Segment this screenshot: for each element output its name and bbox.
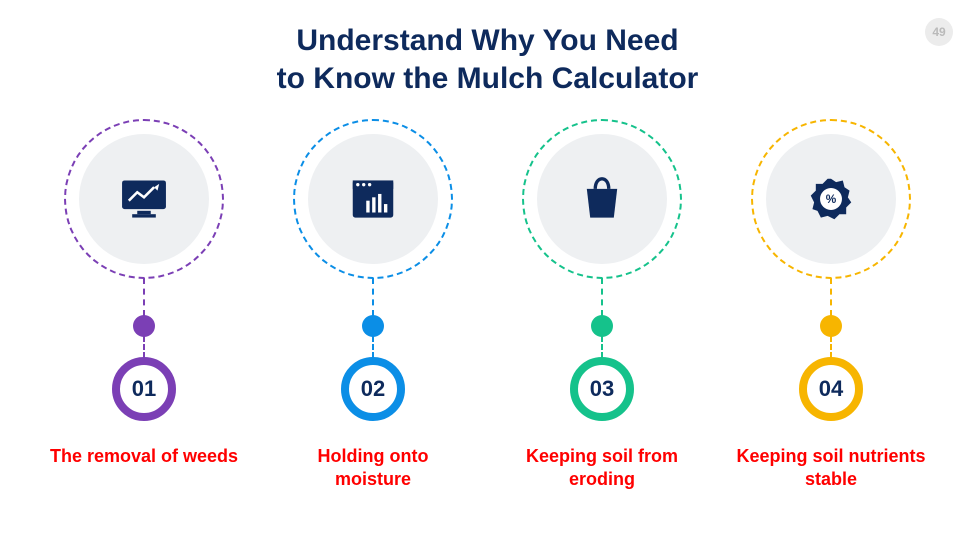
shopping-bag-icon — [575, 172, 629, 226]
connector-line — [601, 336, 603, 358]
step-label: Keeping soil from eroding — [507, 445, 697, 490]
connector-line — [143, 336, 145, 358]
step-label: Holding onto moisture — [278, 445, 468, 490]
step-number: 03 — [590, 376, 614, 402]
percent-badge-icon: % — [804, 172, 858, 226]
connector-line — [830, 278, 832, 316]
step-number: 01 — [132, 376, 156, 402]
icon-circle — [64, 119, 224, 279]
connector-dot — [133, 315, 155, 337]
step-label: The removal of weeds — [50, 445, 238, 468]
icon-circle — [293, 119, 453, 279]
number-ring: 03 — [570, 357, 634, 421]
connector-line — [372, 278, 374, 316]
infographic-item: 01 The removal of weeds — [39, 119, 249, 468]
infographic-item: 02 Holding onto moisture — [268, 119, 478, 490]
icon-disc — [79, 134, 209, 264]
connector-dot — [591, 315, 613, 337]
connector-line — [143, 278, 145, 316]
connector-dot — [820, 315, 842, 337]
step-label: Keeping soil nutrients stable — [736, 445, 926, 490]
title-line-2: to Know the Mulch Calculator — [0, 60, 975, 98]
connector-dot — [362, 315, 384, 337]
infographic-item: % 04 Keeping soil nutrients stable — [726, 119, 936, 490]
step-number: 04 — [819, 376, 843, 402]
step-number: 02 — [361, 376, 385, 402]
infographic-row: 01 The removal of weeds — [0, 119, 975, 490]
icon-circle: % — [751, 119, 911, 279]
connector-line — [601, 278, 603, 316]
number-ring: 02 — [341, 357, 405, 421]
page-number: 49 — [932, 25, 945, 39]
icon-circle — [522, 119, 682, 279]
connector-line — [830, 336, 832, 358]
svg-text:%: % — [826, 192, 837, 206]
page-title: Understand Why You Need to Know the Mulc… — [0, 0, 975, 97]
monitor-chart-icon — [117, 172, 171, 226]
icon-disc — [537, 134, 667, 264]
title-line-1: Understand Why You Need — [0, 22, 975, 60]
number-ring: 04 — [799, 357, 863, 421]
window-bars-icon — [346, 172, 400, 226]
connector-line — [372, 336, 374, 358]
number-ring: 01 — [112, 357, 176, 421]
infographic-item: 03 Keeping soil from eroding — [497, 119, 707, 490]
icon-disc — [308, 134, 438, 264]
page-number-badge: 49 — [925, 18, 953, 46]
icon-disc: % — [766, 134, 896, 264]
